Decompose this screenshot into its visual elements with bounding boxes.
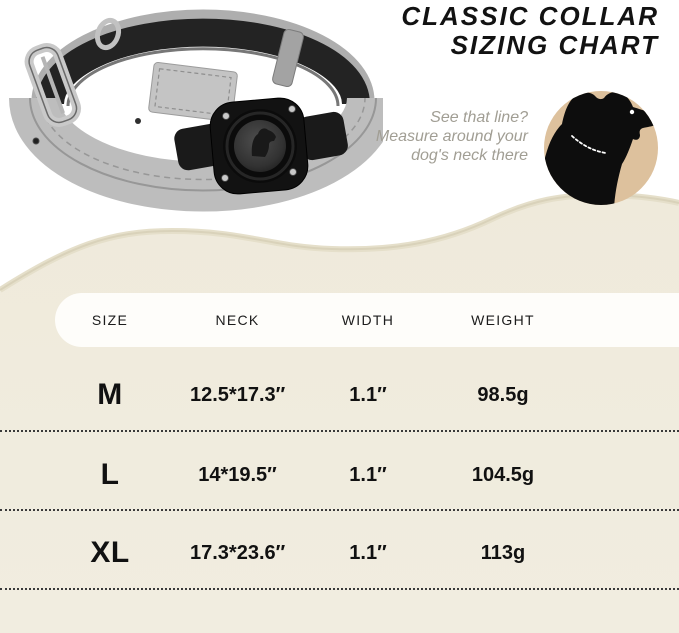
buckle-icon (24, 43, 82, 127)
airtag-ring-bevel (225, 111, 295, 181)
column-header-size: SIZE (91, 312, 129, 328)
lining-piping (66, 47, 340, 107)
collar-product-photo (9, 9, 383, 212)
note-line-2: Measure around your (375, 128, 528, 145)
dog-logo-icon (251, 128, 276, 157)
row-divider (0, 588, 679, 590)
note-line-3: dog's neck there (411, 147, 528, 164)
size-value: L (100, 458, 120, 491)
keeper-loop (272, 28, 304, 88)
table-row: XL 17.3*23.6″ 1.1″ 113g (0, 526, 679, 580)
title-line-2: SIZING CHART (450, 30, 659, 60)
neck-value: 12.5*17.3″ (190, 383, 286, 406)
neck-value: 17.3*23.6″ (190, 541, 286, 564)
page-title: CLASSIC COLLAR SIZING CHART (401, 2, 659, 60)
width-value: 1.1″ (349, 383, 387, 406)
column-header-width: WIDTH (341, 312, 395, 328)
table-row: M 12.5*17.3″ 1.1″ 98.5g (0, 368, 679, 422)
table-header-row: SIZE NECK WIDTH WEIGHT (0, 293, 679, 347)
width-value: 1.1″ (349, 541, 387, 564)
band-screw-left (32, 137, 40, 145)
strap-end (148, 62, 238, 122)
band-outer-edge (29, 97, 377, 192)
table-header-bar (55, 293, 679, 347)
size-value: M (97, 378, 123, 411)
neck-value: 14*19.5″ (198, 463, 277, 486)
dog-eye (629, 109, 635, 115)
width-value: 1.1″ (349, 463, 387, 486)
note-line-1: See that line? (430, 109, 528, 126)
weight-value: 113g (480, 541, 526, 564)
title-line-1: CLASSIC COLLAR (401, 1, 659, 31)
collar-front-band (9, 96, 383, 212)
screw (289, 168, 297, 176)
row-divider (0, 509, 679, 511)
column-header-weight: WEIGHT (471, 312, 535, 328)
row-divider (0, 430, 679, 432)
table-row: L 14*19.5″ 1.1″ 104.5g (0, 448, 679, 502)
dog-silhouette-badge (544, 91, 658, 205)
neck-measure-line (571, 135, 607, 154)
dog-silhouette-icon (544, 91, 657, 205)
size-value: XL (90, 536, 130, 569)
band-hole (135, 118, 141, 124)
screw (222, 112, 230, 120)
column-header-neck: NECK (215, 312, 260, 328)
buckle-pin-loop (94, 17, 122, 51)
measure-note: See that line? Measure around your dog's… (376, 108, 528, 165)
airtag-holder (174, 97, 348, 195)
weight-value: 104.5g (471, 463, 535, 486)
screw (288, 105, 296, 113)
band-stitching (40, 97, 366, 181)
weight-value: 98.5g (477, 383, 529, 406)
screw (221, 174, 229, 182)
